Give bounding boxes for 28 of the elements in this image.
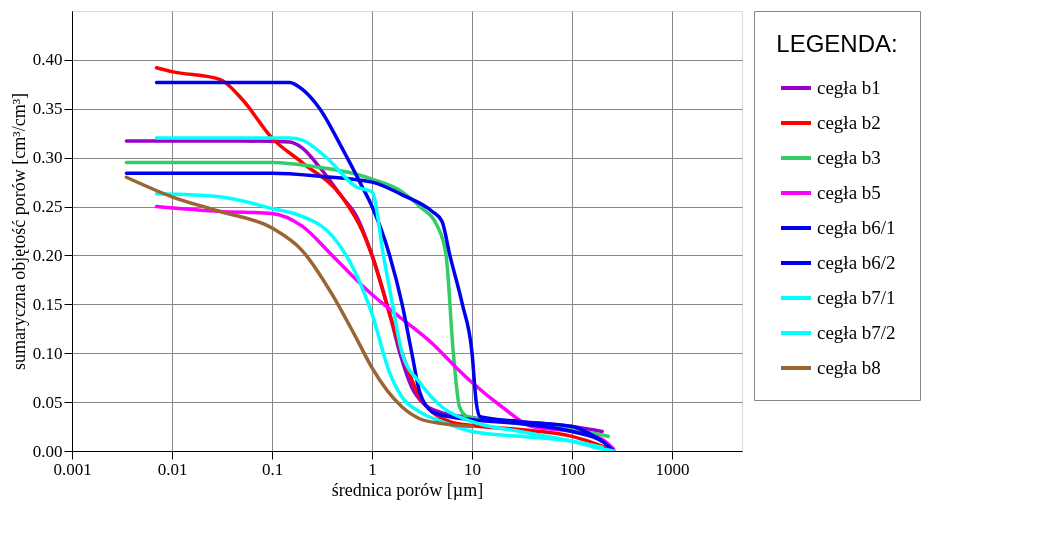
x-tick-label: 0.001 [53,459,92,479]
y-tick-label: 0.10 [32,343,63,363]
y-tick-label: 0.25 [32,197,63,217]
x-axis-title: średnica porów [µm] [331,479,484,500]
x-tick-label: 0.01 [157,459,188,479]
legend-label: cegła b6/2 [817,252,896,273]
legend-label: cegła b7/1 [817,287,896,308]
legend-title: LEGENDA: [776,30,898,57]
y-tick-label: 0.30 [32,148,63,168]
y-tick-label: 0.40 [32,50,63,70]
legend-label: cegła b8 [817,357,881,378]
legend-label: cegła b7/2 [817,322,896,343]
x-tick-label: 0.1 [261,459,284,479]
y-tick-label: 0.20 [32,245,63,265]
x-tick-label: 1000 [655,459,690,479]
legend-label: cegła b3 [817,147,881,168]
y-axis-title: sumaryczna objętość porów [cm³/cm³] [8,92,29,371]
legend-label: cegła b5 [817,182,881,203]
x-tick-label: 1 [368,459,377,479]
y-tick-label: 0.00 [32,441,63,461]
legend-label: cegła b1 [817,77,881,98]
y-tick-label: 0.35 [32,99,63,119]
x-tick-label: 100 [559,459,586,479]
y-tick-label: 0.15 [32,294,63,314]
legend-label: cegła b6/1 [817,217,896,238]
y-tick-label: 0.05 [32,392,63,412]
legend-label: cegła b2 [817,112,881,133]
x-tick-label: 10 [464,459,482,479]
